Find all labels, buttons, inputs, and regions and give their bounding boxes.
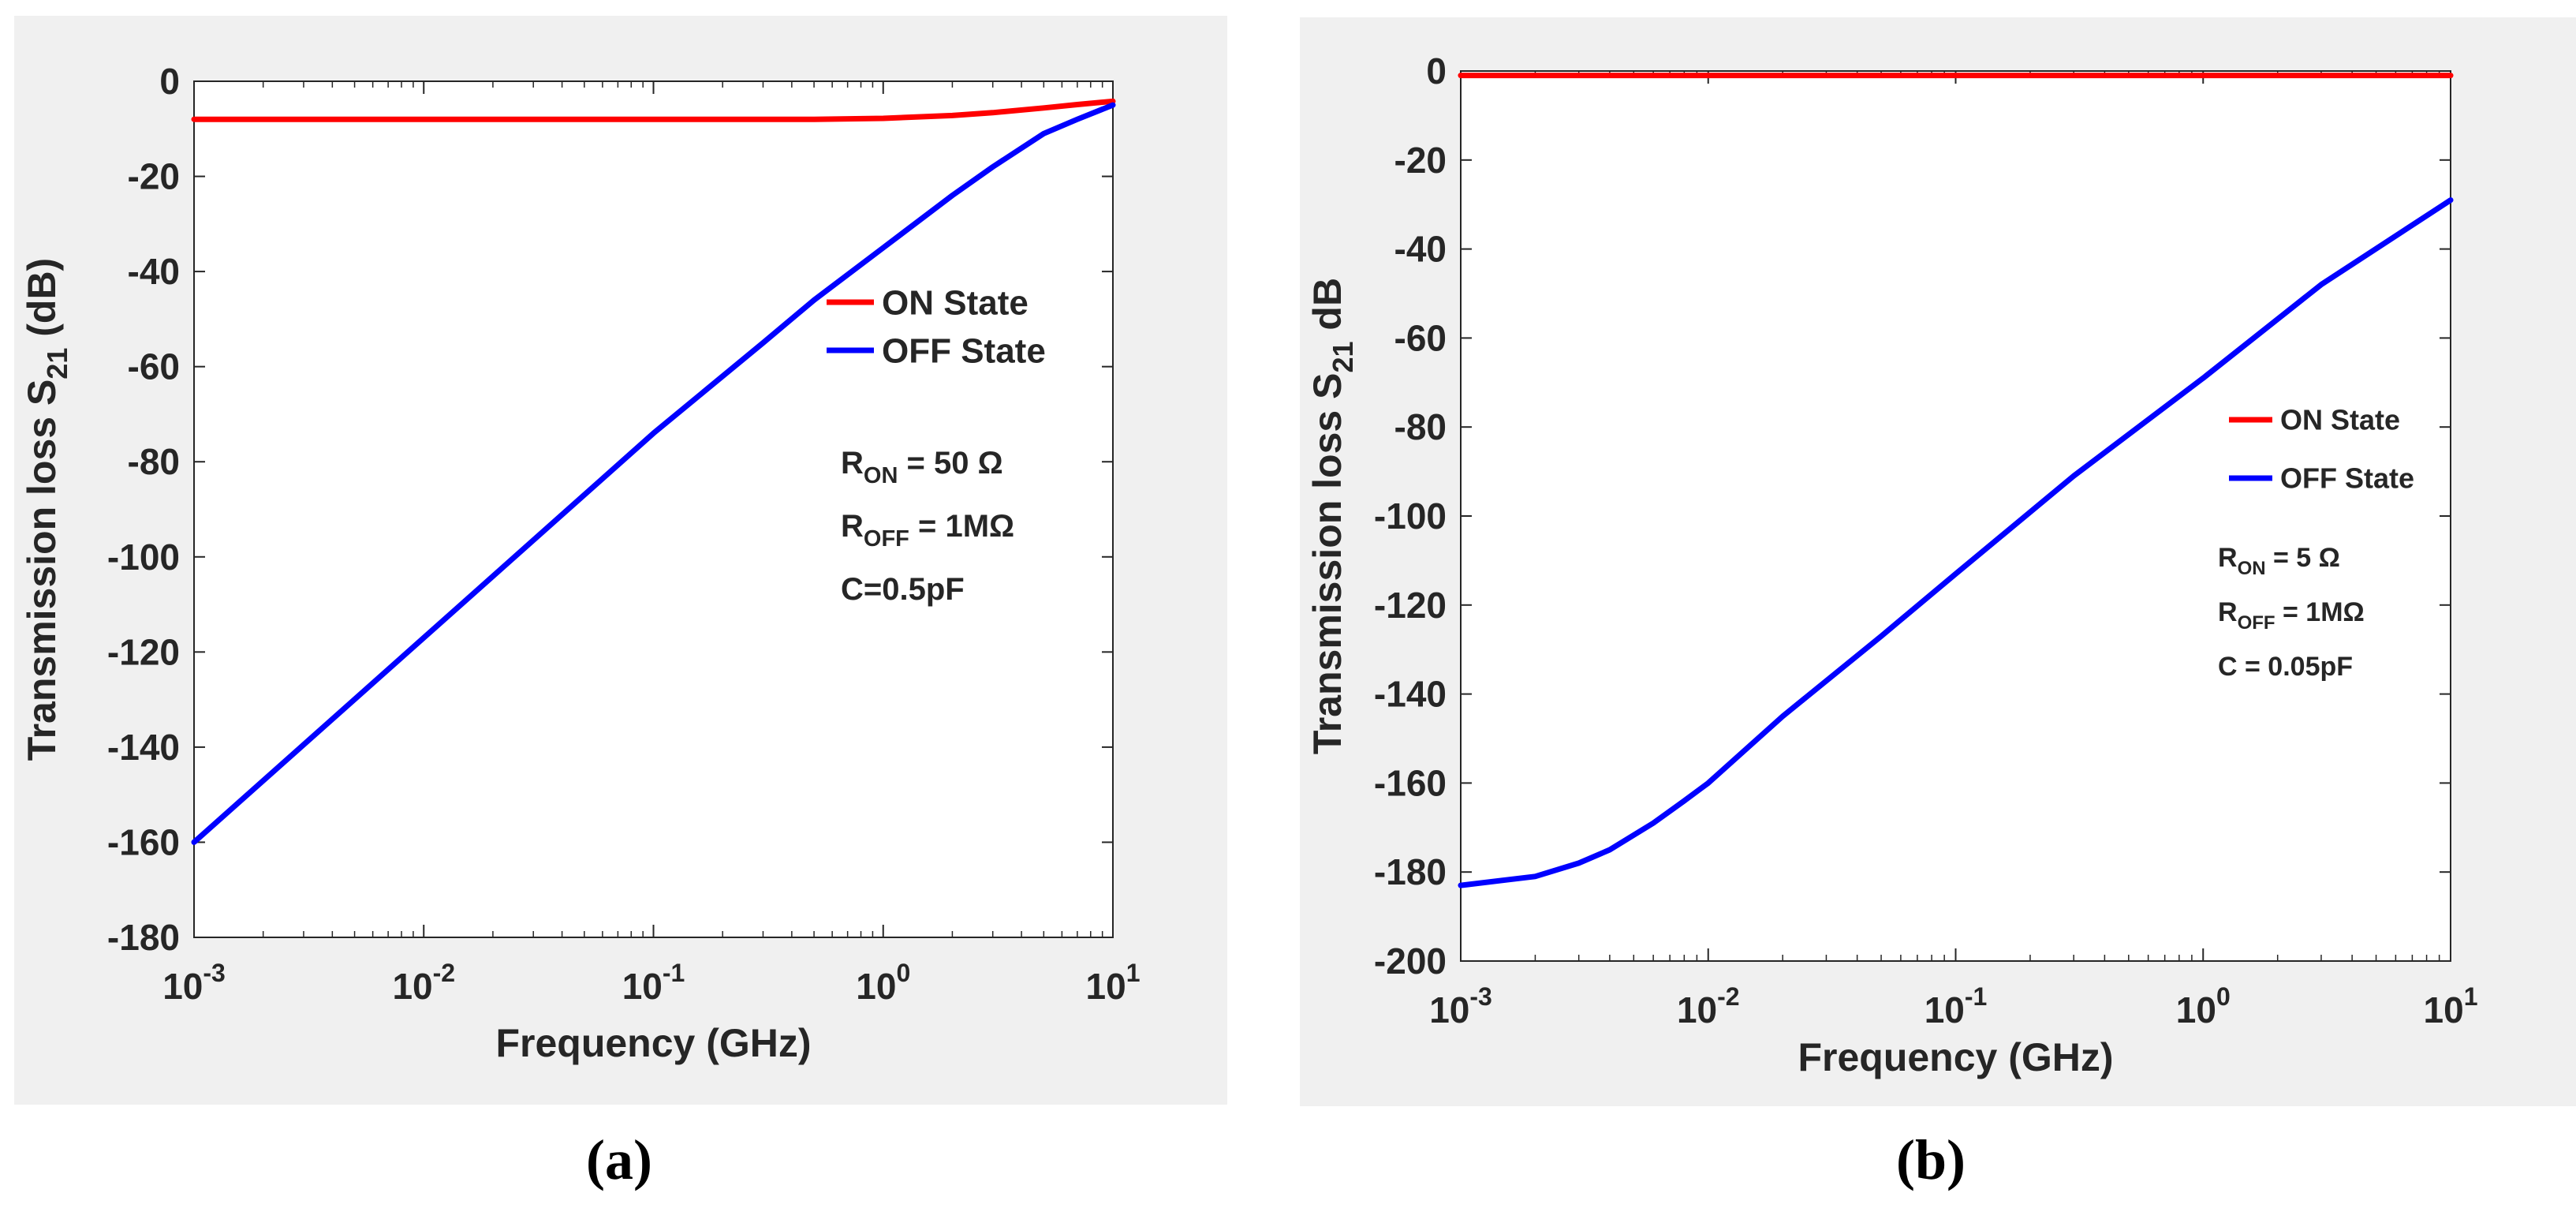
y-tick-label: -40: [128, 251, 180, 292]
annotation-text: C = 0.05pF: [2218, 652, 2353, 682]
x-tick-label: 10-3: [1429, 982, 1492, 1030]
x-tick-label: 10-1: [1925, 982, 1988, 1030]
y-tick-label: -120: [1374, 585, 1447, 626]
y-tick-label: -160: [107, 821, 180, 862]
y-tick-label: -20: [128, 156, 180, 197]
y-tick-label: -140: [1374, 674, 1447, 715]
y-tick-label: -40: [1394, 229, 1447, 270]
x-tick-label: 10-2: [392, 959, 455, 1007]
y-tick-label: 0: [1426, 50, 1447, 92]
y-tick-label: -80: [128, 441, 180, 482]
y-axis-label: Transmission loss S21 (dB): [20, 258, 73, 761]
annotation-text: ROFF = 1MΩ: [2218, 597, 2365, 634]
y-tick-label: 0: [159, 61, 180, 102]
legend-label: ON State: [2280, 404, 2400, 436]
series-line-on-state: [191, 98, 1116, 122]
y-axis-label: Transmission loss S21 dB: [1305, 278, 1359, 754]
y-tick-label: -120: [107, 631, 180, 672]
y-tick-label: -200: [1374, 941, 1447, 982]
y-tick-label: -60: [128, 346, 180, 387]
panel-caption: (a): [586, 1128, 652, 1191]
y-tick-label: -20: [1394, 140, 1447, 181]
legend-label: OFF State: [882, 331, 1046, 370]
annotation-text: C=0.5pF: [841, 572, 965, 607]
series-line-off-state: [191, 102, 1116, 845]
y-tick-label: -180: [1374, 851, 1447, 892]
panel-caption: (b): [1896, 1128, 1966, 1191]
x-axis-label: Frequency (GHz): [1798, 1035, 2113, 1079]
plot-area-b: [1460, 70, 2451, 962]
plot-area-a: [193, 80, 1114, 938]
legend-label: ON State: [882, 283, 1029, 322]
x-tick-label: 10-1: [622, 959, 685, 1007]
y-tick-label: -160: [1374, 762, 1447, 803]
x-tick-label: 10-2: [1677, 982, 1740, 1030]
x-tick-label: 100: [856, 959, 910, 1007]
x-tick-label: 101: [2424, 982, 2478, 1030]
annotation-text: RON = 50 Ω: [841, 446, 1003, 488]
y-tick-label: -140: [107, 727, 180, 768]
x-tick-label: 10-3: [162, 959, 226, 1007]
y-tick-label: -180: [107, 917, 180, 958]
chart-panel-b: 0-20-40-60-80-100-120-140-160-180-20010-…: [1305, 50, 2477, 1079]
x-tick-label: 101: [1086, 959, 1141, 1007]
x-axis-label: Frequency (GHz): [495, 1021, 811, 1065]
legend-label: OFF State: [2280, 462, 2414, 495]
y-tick-label: -100: [1374, 496, 1447, 537]
series-line-off-state: [1458, 197, 2454, 888]
annotation-text: ROFF = 1MΩ: [841, 509, 1014, 552]
y-tick-label: -100: [107, 537, 180, 578]
y-tick-label: -60: [1394, 317, 1447, 358]
y-tick-label: -80: [1394, 406, 1447, 447]
x-tick-label: 100: [2176, 982, 2231, 1030]
annotation-text: RON = 5 Ω: [2218, 543, 2340, 579]
